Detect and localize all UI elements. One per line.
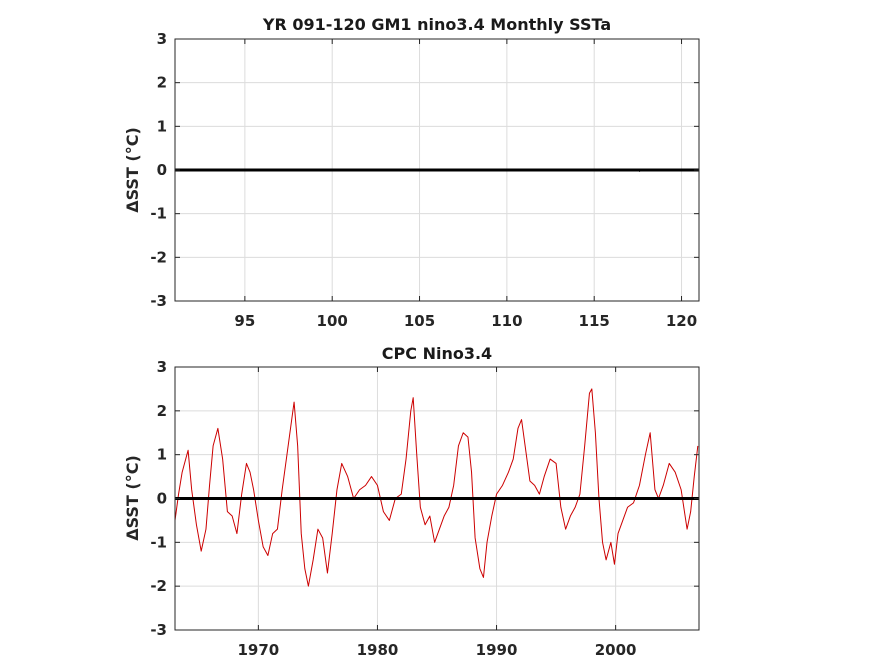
y-axis-label-top: ΔSST (°C) <box>123 127 142 213</box>
x-tick-label: 1990 <box>476 641 518 656</box>
x-tick-label: 120 <box>666 312 697 330</box>
y-tick-label: 2 <box>157 402 167 420</box>
x-tick-label: 1970 <box>237 641 279 656</box>
x-tick-label: 105 <box>404 312 435 330</box>
x-tick-label: 115 <box>579 312 610 330</box>
y-tick-label: 3 <box>157 30 167 48</box>
plot-top <box>175 168 699 172</box>
y-tick-label: 2 <box>157 74 167 92</box>
x-tick-label: 110 <box>491 312 522 330</box>
chart-top: YR 091-120 GM1 nino3.4 Monthly SSTa 95 10… <box>123 15 700 330</box>
series-line-bottom-0 <box>175 388 699 587</box>
plot-bottom <box>175 388 699 587</box>
y-tick-label: 3 <box>157 358 167 376</box>
chart-title-top: YR 091-120 GM1 nino3.4 Monthly SSTa <box>262 15 611 34</box>
x-tick-label: 95 <box>234 312 255 330</box>
y-tick-label: -1 <box>150 533 167 551</box>
x-tick-label: 100 <box>317 312 348 330</box>
x-tick-label: 2000 <box>595 641 637 656</box>
y-tick-label: -2 <box>150 248 167 266</box>
y-tick-label: 1 <box>157 117 167 135</box>
y-tick-label: 0 <box>157 490 167 508</box>
ticks-bottom: 1970 1980 1990 2000 -3 -2 -1 0 1 2 3 <box>150 358 700 656</box>
y-tick-label: -1 <box>150 205 167 223</box>
chart-bottom: CPC Nino3.4 1970 1980 1990 2000 -3 -2 -1 0 1 2 3 Δ… <box>123 344 700 656</box>
y-tick-label: -2 <box>150 577 167 595</box>
y-tick-label: -3 <box>150 621 167 639</box>
x-tick-label: 1980 <box>357 641 399 656</box>
ticks-top: 95 100 105 110 115 120 -3 -2 -1 0 1 2 3 <box>150 30 700 330</box>
y-tick-label: 1 <box>157 446 167 464</box>
chart-title-bottom: CPC Nino3.4 <box>382 344 492 363</box>
y-tick-label: 0 <box>157 161 167 179</box>
y-axis-label-bottom: ΔSST (°C) <box>123 455 142 541</box>
y-tick-label: -3 <box>150 292 167 310</box>
